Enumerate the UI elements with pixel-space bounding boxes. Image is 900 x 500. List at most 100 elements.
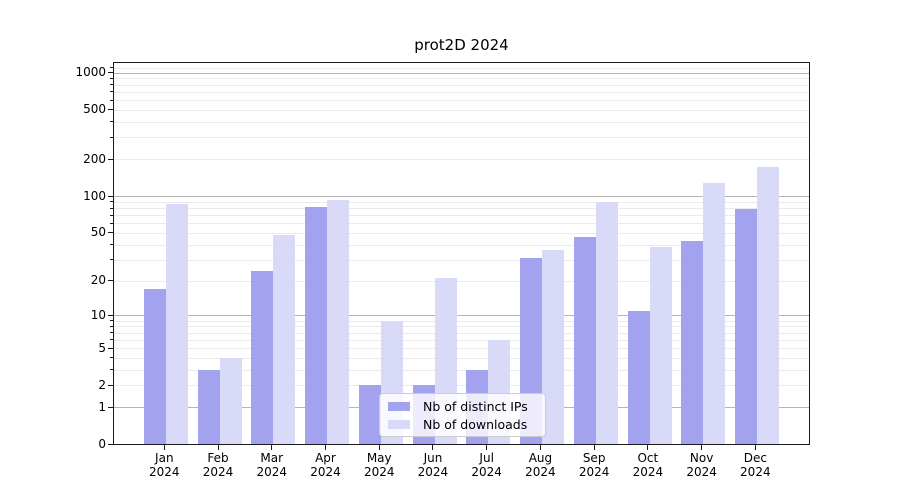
y-axis-tick xyxy=(108,158,113,160)
chart-title: prot2D 2024 xyxy=(414,36,509,54)
y-axis-tick-label: 1 xyxy=(98,399,106,414)
bar-downloads xyxy=(595,201,618,445)
y-axis-tick xyxy=(108,232,113,234)
y-axis-tick-label: 100 xyxy=(83,188,106,203)
bar-downloads xyxy=(327,200,350,445)
x-axis-tick-label: Feb 2024 xyxy=(188,451,248,479)
y-axis-tick-label: 20 xyxy=(90,273,106,288)
x-axis-tick xyxy=(754,445,756,450)
bar-downloads xyxy=(703,182,726,445)
x-axis-tick-label: Dec 2024 xyxy=(725,451,785,479)
y-axis-minor-tick xyxy=(110,222,113,224)
y-axis-minor-tick xyxy=(110,244,113,246)
gridline-minor xyxy=(113,280,810,282)
y-axis-minor-tick xyxy=(110,207,113,209)
x-axis-tick xyxy=(271,445,273,450)
x-axis-tick-label: Sep 2024 xyxy=(564,451,624,479)
gridline-minor xyxy=(113,121,810,123)
gridline-minor xyxy=(113,320,810,322)
gridline-minor xyxy=(113,215,810,217)
x-axis-tick xyxy=(701,445,703,450)
gridline-minor xyxy=(113,201,810,203)
y-axis-tick xyxy=(108,195,113,197)
x-tick-month: Feb xyxy=(207,451,229,465)
gridline-major xyxy=(113,72,810,74)
x-tick-month: Jun xyxy=(423,451,443,465)
x-tick-year: 2024 xyxy=(363,465,395,479)
y-axis-tick xyxy=(108,347,113,349)
gridline-minor xyxy=(113,244,810,246)
y-axis-minor-tick xyxy=(110,320,113,322)
gridline-minor xyxy=(113,91,810,93)
gridline-minor xyxy=(113,208,810,210)
gridline-minor xyxy=(113,78,810,80)
bar-downloads xyxy=(166,203,188,445)
x-tick-month: Aug xyxy=(528,451,553,465)
y-axis-minor-tick xyxy=(110,84,113,86)
bar-downloads xyxy=(273,235,296,445)
gridline-minor xyxy=(113,339,810,341)
y-axis-tick-label: 50 xyxy=(90,225,106,240)
y-axis-tick-label: 10 xyxy=(90,307,106,322)
gridline-minor xyxy=(113,100,810,102)
gridline-minor xyxy=(113,369,810,371)
gridline-minor xyxy=(113,232,810,234)
x-axis-tick-label: Aug 2024 xyxy=(510,451,570,479)
y-axis-tick xyxy=(108,280,113,282)
x-axis-tick xyxy=(217,445,219,450)
legend: Nb of distinct IPs Nb of downloads xyxy=(379,393,546,437)
y-axis-minor-tick xyxy=(110,214,113,216)
y-axis-minor-tick xyxy=(110,332,113,334)
x-axis-tick-label: Jun 2024 xyxy=(403,451,463,479)
gridline-minor xyxy=(113,326,810,328)
y-axis-minor-tick xyxy=(110,99,113,101)
bar-distinct-ips xyxy=(251,271,274,445)
bar-distinct-ips xyxy=(358,385,381,445)
legend-label: Nb of distinct IPs xyxy=(423,398,528,414)
bar-distinct-ips xyxy=(573,237,596,445)
gridline-major xyxy=(113,315,810,317)
y-axis-minor-tick xyxy=(110,357,113,359)
x-tick-year: 2024 xyxy=(686,465,717,479)
legend-swatch xyxy=(388,419,410,429)
x-tick-year: 2024 xyxy=(149,465,180,479)
gridline-minor xyxy=(113,385,810,387)
gridline-minor xyxy=(113,159,810,161)
x-axis-tick xyxy=(324,445,326,450)
y-axis-minor-tick xyxy=(110,136,113,138)
plot-area xyxy=(113,62,810,445)
x-tick-month: Apr xyxy=(315,451,336,465)
x-tick-month: Dec xyxy=(743,451,767,465)
gridline-minor xyxy=(113,259,810,261)
bar-downloads xyxy=(219,357,242,445)
bar-downloads xyxy=(649,247,672,445)
x-tick-month: May xyxy=(366,451,392,465)
bar-distinct-ips xyxy=(735,208,758,445)
x-tick-month: Sep xyxy=(582,451,606,465)
y-axis-minor-tick xyxy=(110,201,113,203)
x-tick-month: Jul xyxy=(479,451,494,465)
x-axis-tick-label: Apr 2024 xyxy=(295,451,355,479)
x-tick-year: 2024 xyxy=(632,465,664,479)
x-axis-tick-label: Jul 2024 xyxy=(457,451,517,479)
x-tick-year: 2024 xyxy=(525,465,556,479)
y-axis-minor-tick xyxy=(110,67,113,69)
y-axis-tick xyxy=(108,314,113,316)
y-axis-tick-label: 0 xyxy=(98,437,106,451)
x-axis-tick-label: Nov 2024 xyxy=(672,451,732,479)
y-axis-tick xyxy=(108,406,113,408)
x-axis-tick xyxy=(647,445,649,450)
gridline-major xyxy=(113,196,810,198)
gridline-minor xyxy=(113,348,810,350)
y-axis-tick-label: 2 xyxy=(98,377,106,392)
legend-swatch xyxy=(388,401,410,411)
y-axis-tick-label: 5 xyxy=(98,340,106,355)
y-axis-minor-tick xyxy=(110,77,113,79)
x-tick-year: 2024 xyxy=(417,465,449,479)
gridline-minor xyxy=(113,332,810,334)
legend-item: Nb of distinct IPs xyxy=(388,399,537,414)
x-axis-tick-label: Mar 2024 xyxy=(242,451,302,479)
y-axis-tick-label: 200 xyxy=(83,151,106,166)
bar-distinct-ips xyxy=(305,207,328,445)
x-axis-tick xyxy=(593,445,595,450)
